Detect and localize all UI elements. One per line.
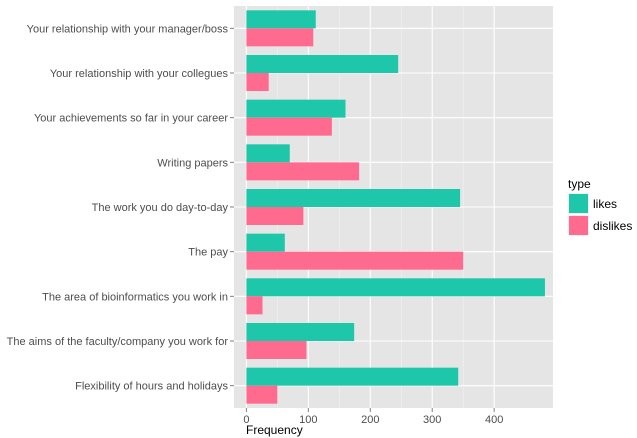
category-label: The area of bioinformatics you work in (42, 291, 228, 303)
x-axis-title: Frequency (246, 423, 303, 437)
bar-likes (246, 144, 290, 163)
category-label: Flexibility of hours and holidays (75, 381, 228, 393)
bar-dislikes (246, 28, 314, 47)
bar-dislikes (246, 207, 304, 225)
bar-dislikes (246, 385, 278, 404)
x-tick-label: 0 (243, 414, 249, 426)
x-ticks: 0 100 200 300 400 (243, 408, 503, 426)
bar-dislikes (246, 296, 263, 315)
category-label: The work you do day-to-day (92, 202, 229, 214)
bar-dislikes (246, 341, 307, 359)
bar-dislikes (246, 117, 332, 136)
bar-dislikes (246, 162, 360, 181)
x-tick-label: 400 (485, 414, 503, 426)
category-label: Your relationship with your manager/boss (27, 23, 229, 35)
bar-likes (246, 323, 355, 341)
bars (246, 10, 545, 404)
bar-likes (246, 10, 316, 29)
legend-key-dislikes (569, 216, 588, 235)
bar-likes (246, 367, 459, 386)
bar-dislikes (246, 73, 269, 91)
category-label: The pay (188, 247, 228, 259)
category-label: The aims of the faculty/company you work… (7, 336, 229, 348)
category-label: Your relationship with your collegues (50, 68, 229, 80)
bar-dislikes (246, 251, 464, 270)
bar-likes (246, 278, 545, 297)
legend-title: type (568, 177, 591, 191)
x-tick-label: 300 (423, 414, 441, 426)
bar-likes (246, 99, 346, 118)
x-tick-label: 100 (299, 414, 317, 426)
bar-likes (246, 55, 399, 73)
legend-label: likes (593, 197, 617, 211)
category-label: Your achievements so far in your career (34, 113, 228, 125)
bar-likes (246, 233, 285, 252)
legend-label: dislikes (593, 219, 632, 233)
legend-key-likes (569, 194, 588, 213)
x-tick-label: 200 (361, 414, 379, 426)
legend: type likes dislikes (568, 177, 632, 236)
bar-likes (246, 189, 461, 207)
category-label: Writing papers (157, 157, 228, 169)
category-labels: Your relationship with your manager/boss… (7, 23, 234, 393)
